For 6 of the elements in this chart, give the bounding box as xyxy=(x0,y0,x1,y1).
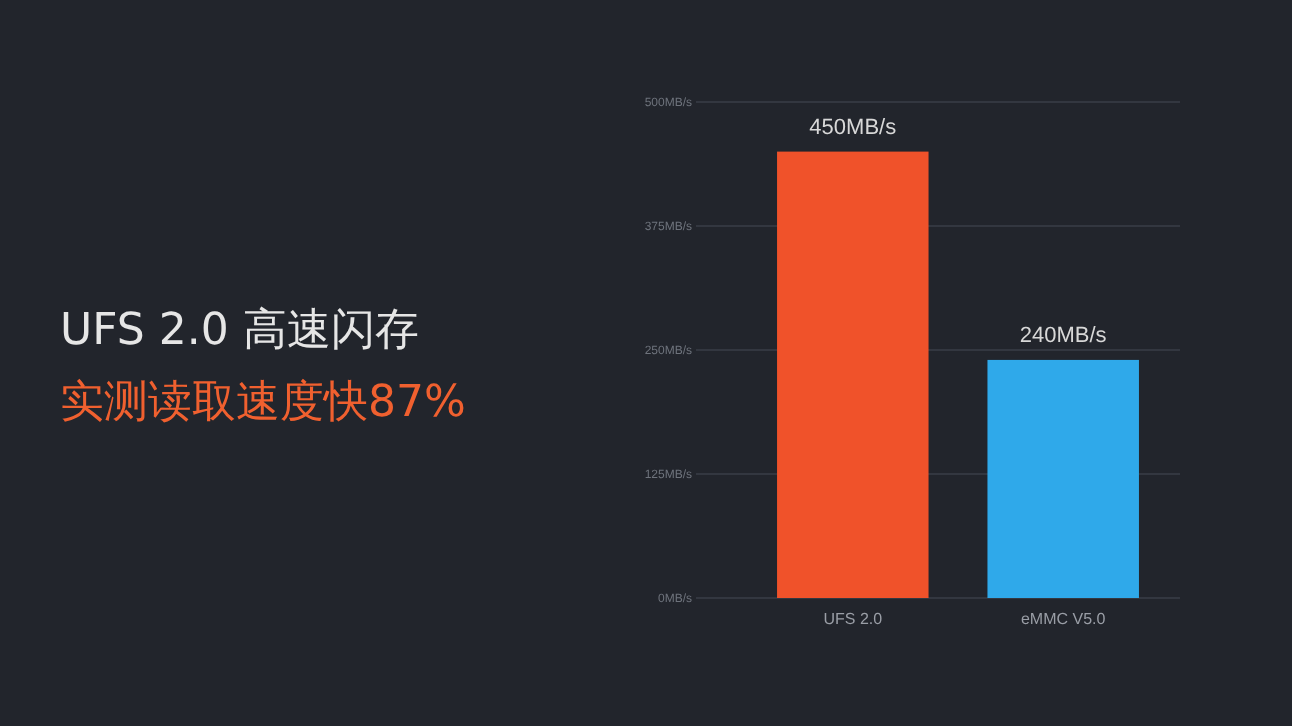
x-tick-label: eMMC V5.0 xyxy=(1020,610,1107,628)
x-tick-label: UFS 2.0 xyxy=(823,610,884,628)
data-label: 450MB/s xyxy=(809,115,898,140)
data-label: 240MB/s xyxy=(1019,323,1108,348)
text: 实测读取速度快87% xyxy=(60,378,466,428)
text: UFS 2.0 高速闪存 xyxy=(60,306,419,356)
